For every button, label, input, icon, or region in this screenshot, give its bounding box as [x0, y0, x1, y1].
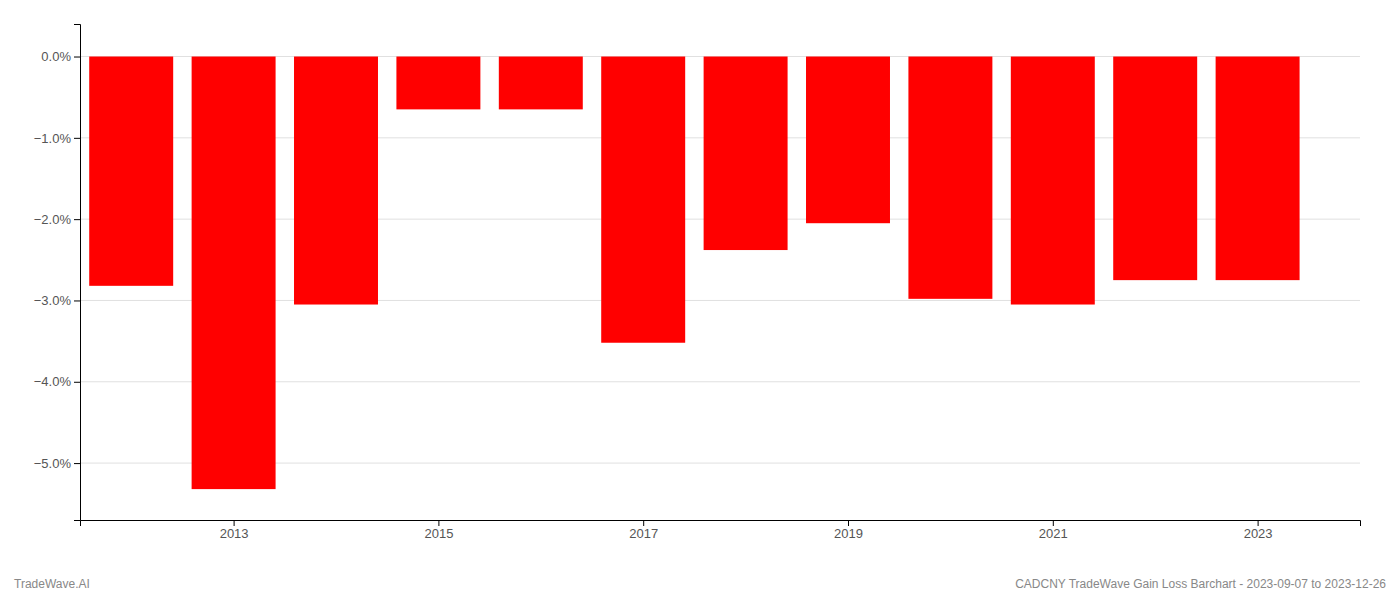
x-tick: 2023 [1244, 520, 1273, 541]
x-tick: 2021 [1039, 520, 1068, 541]
x-tick: 2019 [834, 520, 863, 541]
bar [601, 57, 685, 343]
bar [1216, 57, 1300, 281]
bar [499, 57, 583, 110]
x-axis: 2013 2015 2017 2019 2021 2023 [81, 520, 1361, 541]
bar [704, 57, 788, 251]
x-tick-label: 2015 [424, 526, 453, 541]
y-tick: −3.0% [34, 293, 80, 308]
y-tick-label: 0.0% [41, 49, 71, 64]
annotation: TradeWave.AI [14, 577, 90, 591]
bar [192, 57, 276, 490]
bar [806, 57, 890, 224]
y-tick-label: −1.0% [34, 130, 72, 145]
y-axis-line [74, 25, 81, 521]
x-tick-label: 2021 [1039, 526, 1068, 541]
y-tick: −4.0% [34, 374, 80, 389]
x-tick: 2015 [424, 520, 453, 541]
y-tick-label: −5.0% [34, 456, 72, 471]
annotations: TradeWave.AI CADCNY TradeWave Gain Loss B… [14, 577, 1386, 591]
plot-area: 0.0%−1.0%−2.0%−3.0%−4.0%−5.0%20132015201… [34, 25, 1361, 542]
y-tick-mark [74, 300, 80, 301]
y-tick-mark [74, 57, 80, 58]
x-tick-label: 2013 [220, 526, 249, 541]
x-tick-label: 2023 [1244, 526, 1273, 541]
x-axis-line [81, 521, 1361, 527]
y-axis: 0.0% −1.0% −2.0% −3.0% −4.0% −5.0% [34, 25, 81, 521]
chart-container: 0.0%−1.0%−2.0%−3.0%−4.0%−5.0%20132015201… [0, 0, 1400, 600]
bar [1113, 57, 1197, 281]
x-tick-mark [1053, 520, 1054, 526]
bar [1011, 57, 1095, 305]
y-tick-mark [74, 138, 80, 139]
chart-svg: 0.0%−1.0%−2.0%−3.0%−4.0%−5.0%20132015201… [0, 0, 1400, 600]
y-tick-label: −4.0% [34, 374, 72, 389]
y-tick: −2.0% [34, 212, 80, 227]
x-tick-mark [438, 520, 439, 526]
x-tick: 2013 [220, 520, 249, 541]
y-tick: 0.0% [41, 49, 80, 64]
x-tick-mark [643, 520, 644, 526]
y-tick-label: −2.0% [34, 212, 72, 227]
bar [294, 57, 378, 305]
y-tick-mark [74, 382, 80, 383]
y-tick-mark [74, 463, 80, 464]
y-tick-label: −3.0% [34, 293, 72, 308]
annotation: CADCNY TradeWave Gain Loss Barchart - 20… [1015, 577, 1386, 591]
y-tick: −1.0% [34, 130, 80, 145]
bars [89, 57, 1299, 490]
x-tick-label: 2019 [834, 526, 863, 541]
y-tick: −5.0% [34, 456, 80, 471]
x-tick-label: 2017 [629, 526, 658, 541]
x-tick-mark [234, 520, 235, 526]
x-tick-mark [848, 520, 849, 526]
x-tick: 2017 [629, 520, 658, 541]
x-tick-mark [1258, 520, 1259, 526]
y-tick-mark [74, 219, 80, 220]
bar [89, 57, 173, 286]
bar [908, 57, 992, 299]
bar [396, 57, 480, 110]
